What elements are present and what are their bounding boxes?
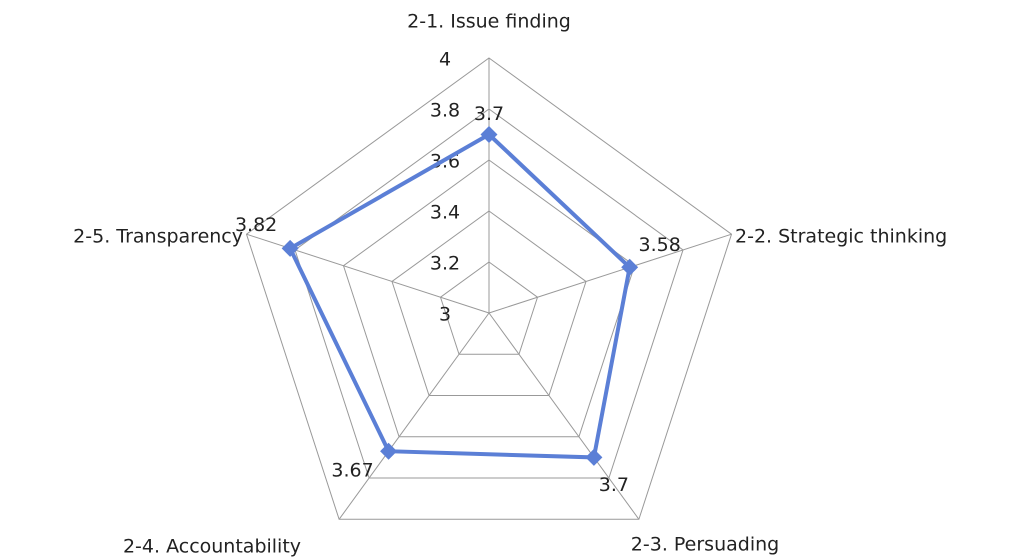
r-tick-label: 3.8 (430, 100, 460, 122)
category-label: 2-2. Strategic thinking (735, 226, 947, 248)
grid-ring (391, 210, 587, 397)
data-label: 3.7 (474, 103, 504, 125)
grid-ring (439, 261, 539, 355)
category-label: 2-3. Persuading (631, 534, 779, 556)
category-label: 2-5. Transparency (73, 226, 243, 248)
data-label: 3.67 (331, 460, 373, 482)
spoke (338, 312, 490, 520)
grid-ring (245, 57, 733, 520)
marker (480, 126, 498, 143)
data-label: 3.58 (639, 234, 681, 256)
marker (380, 442, 398, 460)
r-tick-label: 4 (439, 49, 451, 71)
spoke (488, 312, 640, 520)
category-label: 2-1. Issue finding (407, 11, 571, 33)
data-label: 3.82 (235, 214, 277, 236)
r-tick-label: 3.4 (430, 202, 460, 224)
series-line (287, 132, 632, 460)
spoke (488, 233, 732, 314)
r-tick-label: 3.2 (430, 253, 460, 275)
r-tick-label: 3 (439, 304, 451, 326)
marker (585, 448, 603, 466)
category-label: 2-4. Accountability (123, 536, 301, 558)
data-label: 3.7 (599, 474, 629, 496)
marker (621, 258, 639, 276)
marker (281, 239, 299, 257)
